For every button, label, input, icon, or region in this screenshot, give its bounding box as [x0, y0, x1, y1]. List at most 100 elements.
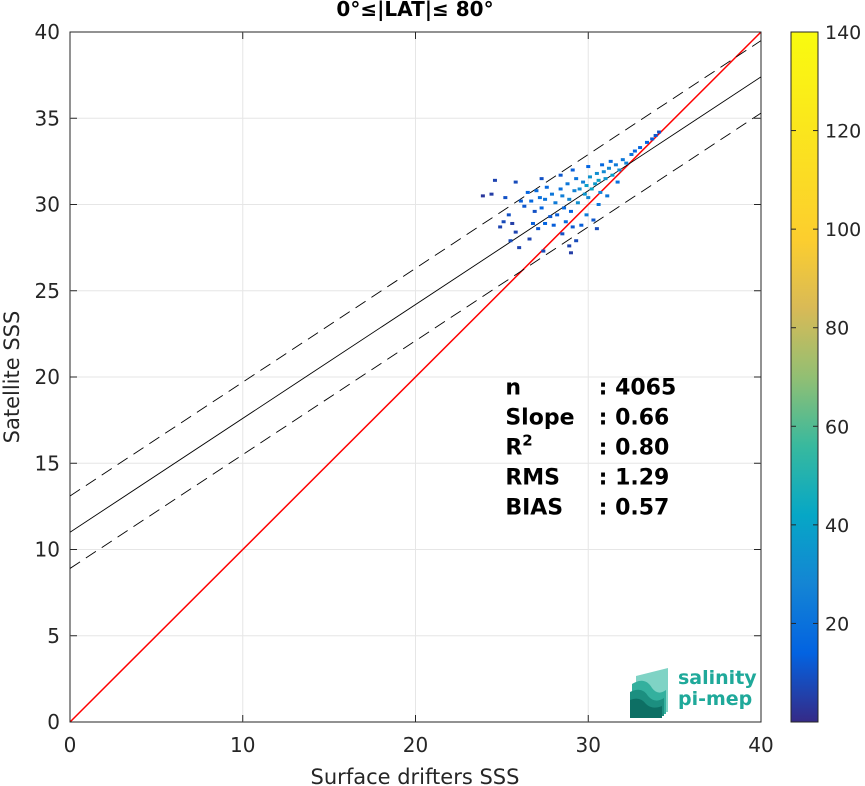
x-tick-label: 0	[64, 733, 77, 757]
density-point	[513, 230, 518, 234]
stat-superscript: 2	[522, 431, 532, 449]
density-point	[593, 182, 598, 186]
salinity-pi-mep-logo: salinity pi-mep	[630, 667, 757, 718]
stat-value: : 4065	[599, 375, 677, 400]
density-point	[555, 213, 560, 217]
density-point	[544, 185, 549, 189]
density-point	[525, 190, 530, 194]
density-point	[498, 225, 503, 229]
density-point	[579, 223, 584, 227]
density-point	[534, 189, 539, 193]
stat-value: : 0.80	[599, 435, 670, 460]
density-point	[517, 246, 522, 250]
lower-bound-line	[70, 112, 761, 569]
x-tick-label: 40	[748, 733, 773, 757]
density-point	[575, 201, 580, 205]
density-point	[620, 158, 625, 162]
logo-line1: salinity	[678, 667, 757, 689]
density-point	[632, 149, 637, 153]
density-point	[589, 187, 594, 191]
density-point	[644, 140, 649, 144]
density-point	[584, 213, 589, 217]
density-point	[513, 180, 518, 184]
density-point	[605, 194, 610, 198]
one-to-one-line	[70, 32, 761, 722]
density-point	[551, 223, 556, 227]
density-point	[567, 197, 572, 201]
colorbar	[790, 31, 819, 723]
density-point	[549, 192, 554, 196]
stat-label: n	[505, 375, 521, 400]
density-point	[480, 194, 485, 198]
density-point	[530, 221, 535, 225]
y-tick-label: 5	[47, 624, 60, 648]
density-point	[565, 182, 570, 186]
density-point	[510, 221, 515, 225]
colorbar-tick-label: 140	[825, 22, 861, 44]
colorbar-tick-label: 60	[825, 416, 849, 438]
density-point	[553, 201, 558, 205]
upper-bound-line	[70, 40, 761, 497]
density-point	[560, 194, 565, 198]
x-tick-label: 30	[576, 733, 601, 757]
x-tick-label: 10	[230, 733, 255, 757]
density-point	[570, 225, 575, 229]
x-axis-ticks: 0 10 20 30 40	[64, 32, 774, 757]
density-point	[603, 177, 608, 181]
density-point	[617, 168, 622, 172]
density-point	[615, 180, 620, 184]
y-axis-title: Satellite SSS	[0, 311, 24, 444]
density-point	[657, 130, 662, 134]
logo-line2: pi-mep	[678, 688, 752, 710]
density-point	[529, 199, 534, 203]
density-point	[582, 192, 587, 196]
density-point	[586, 165, 591, 169]
density-point	[527, 237, 532, 241]
density-point	[537, 196, 542, 200]
y-tick-label: 0	[47, 710, 60, 734]
stat-value: : 1.29	[599, 465, 670, 490]
colorbar-ticks: 20 40 60 80 100 120 140	[791, 22, 861, 635]
density-point	[539, 177, 544, 181]
density-point	[568, 209, 573, 213]
x-tick-label: 20	[403, 733, 428, 757]
density-point	[610, 173, 615, 177]
y-tick-label: 30	[35, 193, 60, 217]
density-point	[638, 146, 643, 150]
density-point	[587, 175, 592, 179]
density-point	[574, 177, 579, 181]
y-tick-label: 25	[35, 279, 60, 303]
x-axis-title: Surface drifters SSS	[311, 765, 520, 786]
density-point	[591, 218, 596, 222]
grid	[70, 32, 761, 722]
density-point	[543, 221, 548, 225]
density-point	[574, 239, 579, 243]
colorbar-tick-label: 120	[825, 121, 861, 143]
density-point	[522, 204, 527, 208]
density-point	[613, 163, 618, 167]
wave-logo-icon	[630, 668, 668, 718]
density-point	[489, 192, 494, 196]
density-point	[586, 196, 591, 200]
density-point	[598, 190, 603, 194]
density-point	[601, 170, 606, 174]
density-point	[548, 215, 553, 219]
density-point	[570, 168, 575, 172]
density-point	[596, 178, 601, 182]
colorbar-tick-label: 40	[825, 515, 849, 537]
density-point	[558, 173, 563, 177]
y-tick-label: 10	[35, 538, 60, 562]
density-point	[541, 249, 546, 253]
y-tick-label: 20	[35, 365, 60, 389]
density-point	[608, 159, 613, 163]
density-point	[600, 163, 605, 167]
density-point	[532, 209, 537, 213]
density-point	[577, 187, 582, 191]
density-point	[629, 152, 634, 156]
stat-label: BIAS	[505, 495, 563, 520]
colorbar-tick-label: 100	[825, 219, 861, 241]
density-point	[567, 244, 572, 248]
y-tick-label: 40	[35, 20, 60, 44]
colorbar-tick-label: 80	[825, 318, 849, 340]
